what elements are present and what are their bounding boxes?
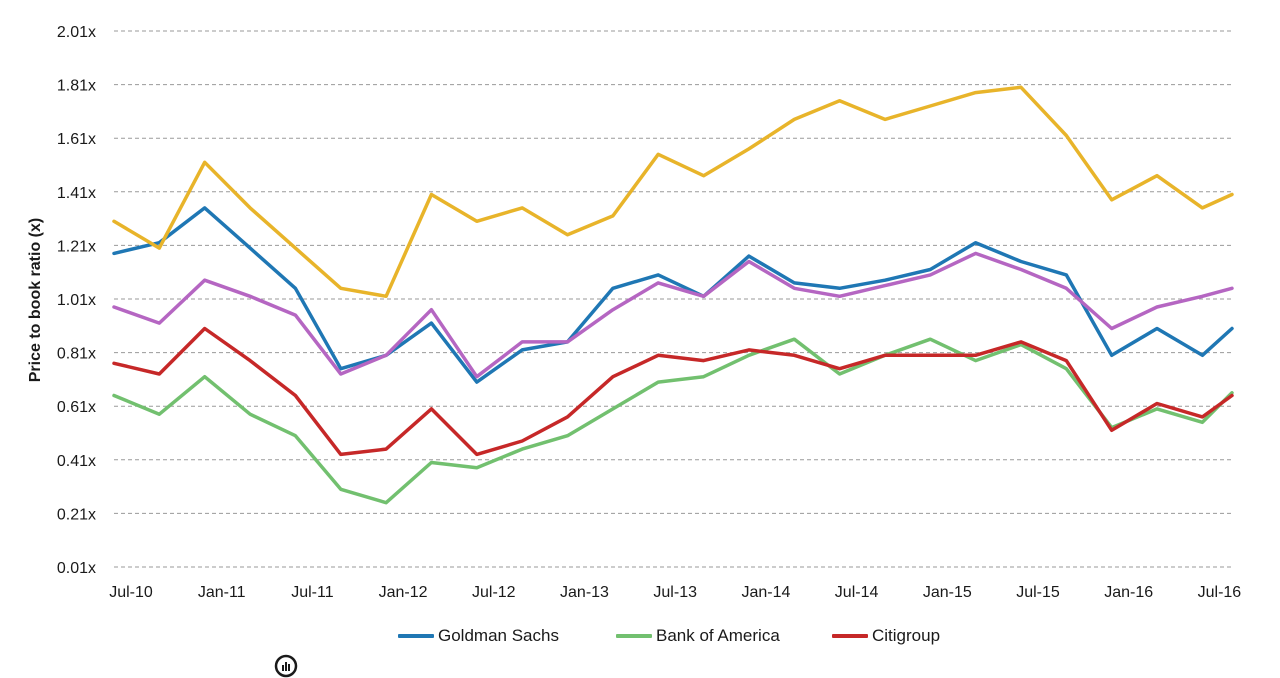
legend: Goldman Sachs Bank of America Citigroup: [0, 626, 1280, 654]
brand-logo-icon: [274, 654, 298, 678]
series-lines: [112, 85, 1234, 505]
y-axis-label: Price to book ratio (x): [27, 218, 44, 382]
y-tick-label: 1.41x: [57, 185, 96, 202]
y-tick-label: 1.61x: [57, 131, 96, 148]
x-tick-label: Jul-10: [109, 584, 153, 601]
x-tick-label: Jan-11: [198, 584, 246, 601]
legend-swatch-citigroup: [832, 634, 868, 638]
legend-label-goldman-sachs: Goldman Sachs: [438, 626, 559, 645]
price-to-book-chart: 0.01x 0.21x 0.41x 0.61x 0.81x 1.01x 1.21x 1.41x…: [27, 24, 1241, 601]
y-tick-label: 0.81x: [57, 346, 96, 363]
series-line-unlabeled-2: [112, 251, 1234, 379]
x-tick-label: Jul-13: [653, 584, 697, 601]
x-tick-label: Jul-11: [291, 584, 333, 601]
y-tick-label: 0.61x: [57, 399, 96, 416]
legend-swatch-goldman-sachs: [398, 634, 434, 638]
y-tick-label: 2.01x: [57, 24, 96, 41]
y-tick-label: 0.01x: [57, 560, 96, 577]
series-line-citigroup: [112, 326, 1234, 457]
legend-label-citigroup: Citigroup: [872, 626, 941, 645]
legend-item-citigroup: Citigroup: [832, 626, 940, 646]
gridlines: [114, 30, 1232, 568]
y-tick-label: 0.21x: [57, 506, 96, 523]
x-tick-label: Jul-14: [835, 584, 879, 601]
y-tick-label: 1.21x: [57, 238, 96, 255]
legend-swatch-bank-of-america: [616, 634, 652, 638]
x-tick-label: Jul-15: [1016, 584, 1060, 601]
legend-item-goldman-sachs: Goldman Sachs: [398, 626, 559, 646]
x-tick-label: Jan-14: [741, 584, 790, 601]
x-tick-label: Jul-12: [472, 584, 516, 601]
x-tick-labels: Jul-10 Jan-11 Jul-11 Jan-12 Jul-12 Jan-13 Jul-…: [109, 584, 1241, 601]
x-tick-label: Jan-15: [923, 584, 972, 601]
x-tick-label: Jan-13: [560, 584, 609, 601]
series-line-bank-of-america: [112, 337, 1234, 505]
series-line-unlabeled-1: [112, 85, 1234, 299]
x-tick-label: Jan-12: [379, 584, 428, 601]
y-tick-label: 1.81x: [57, 78, 96, 95]
x-tick-label: Jul-16: [1198, 584, 1242, 601]
legend-item-bank-of-america: Bank of America: [616, 626, 780, 646]
legend-label-bank-of-america: Bank of America: [656, 626, 780, 645]
y-tick-labels: 0.01x 0.21x 0.41x 0.61x 0.81x 1.01x 1.21x 1.41x…: [57, 24, 96, 577]
x-tick-label: Jan-16: [1104, 584, 1153, 601]
y-tick-label: 0.41x: [57, 453, 96, 470]
series-line-goldman-sachs: [112, 206, 1234, 384]
y-tick-label: 1.01x: [57, 292, 96, 309]
